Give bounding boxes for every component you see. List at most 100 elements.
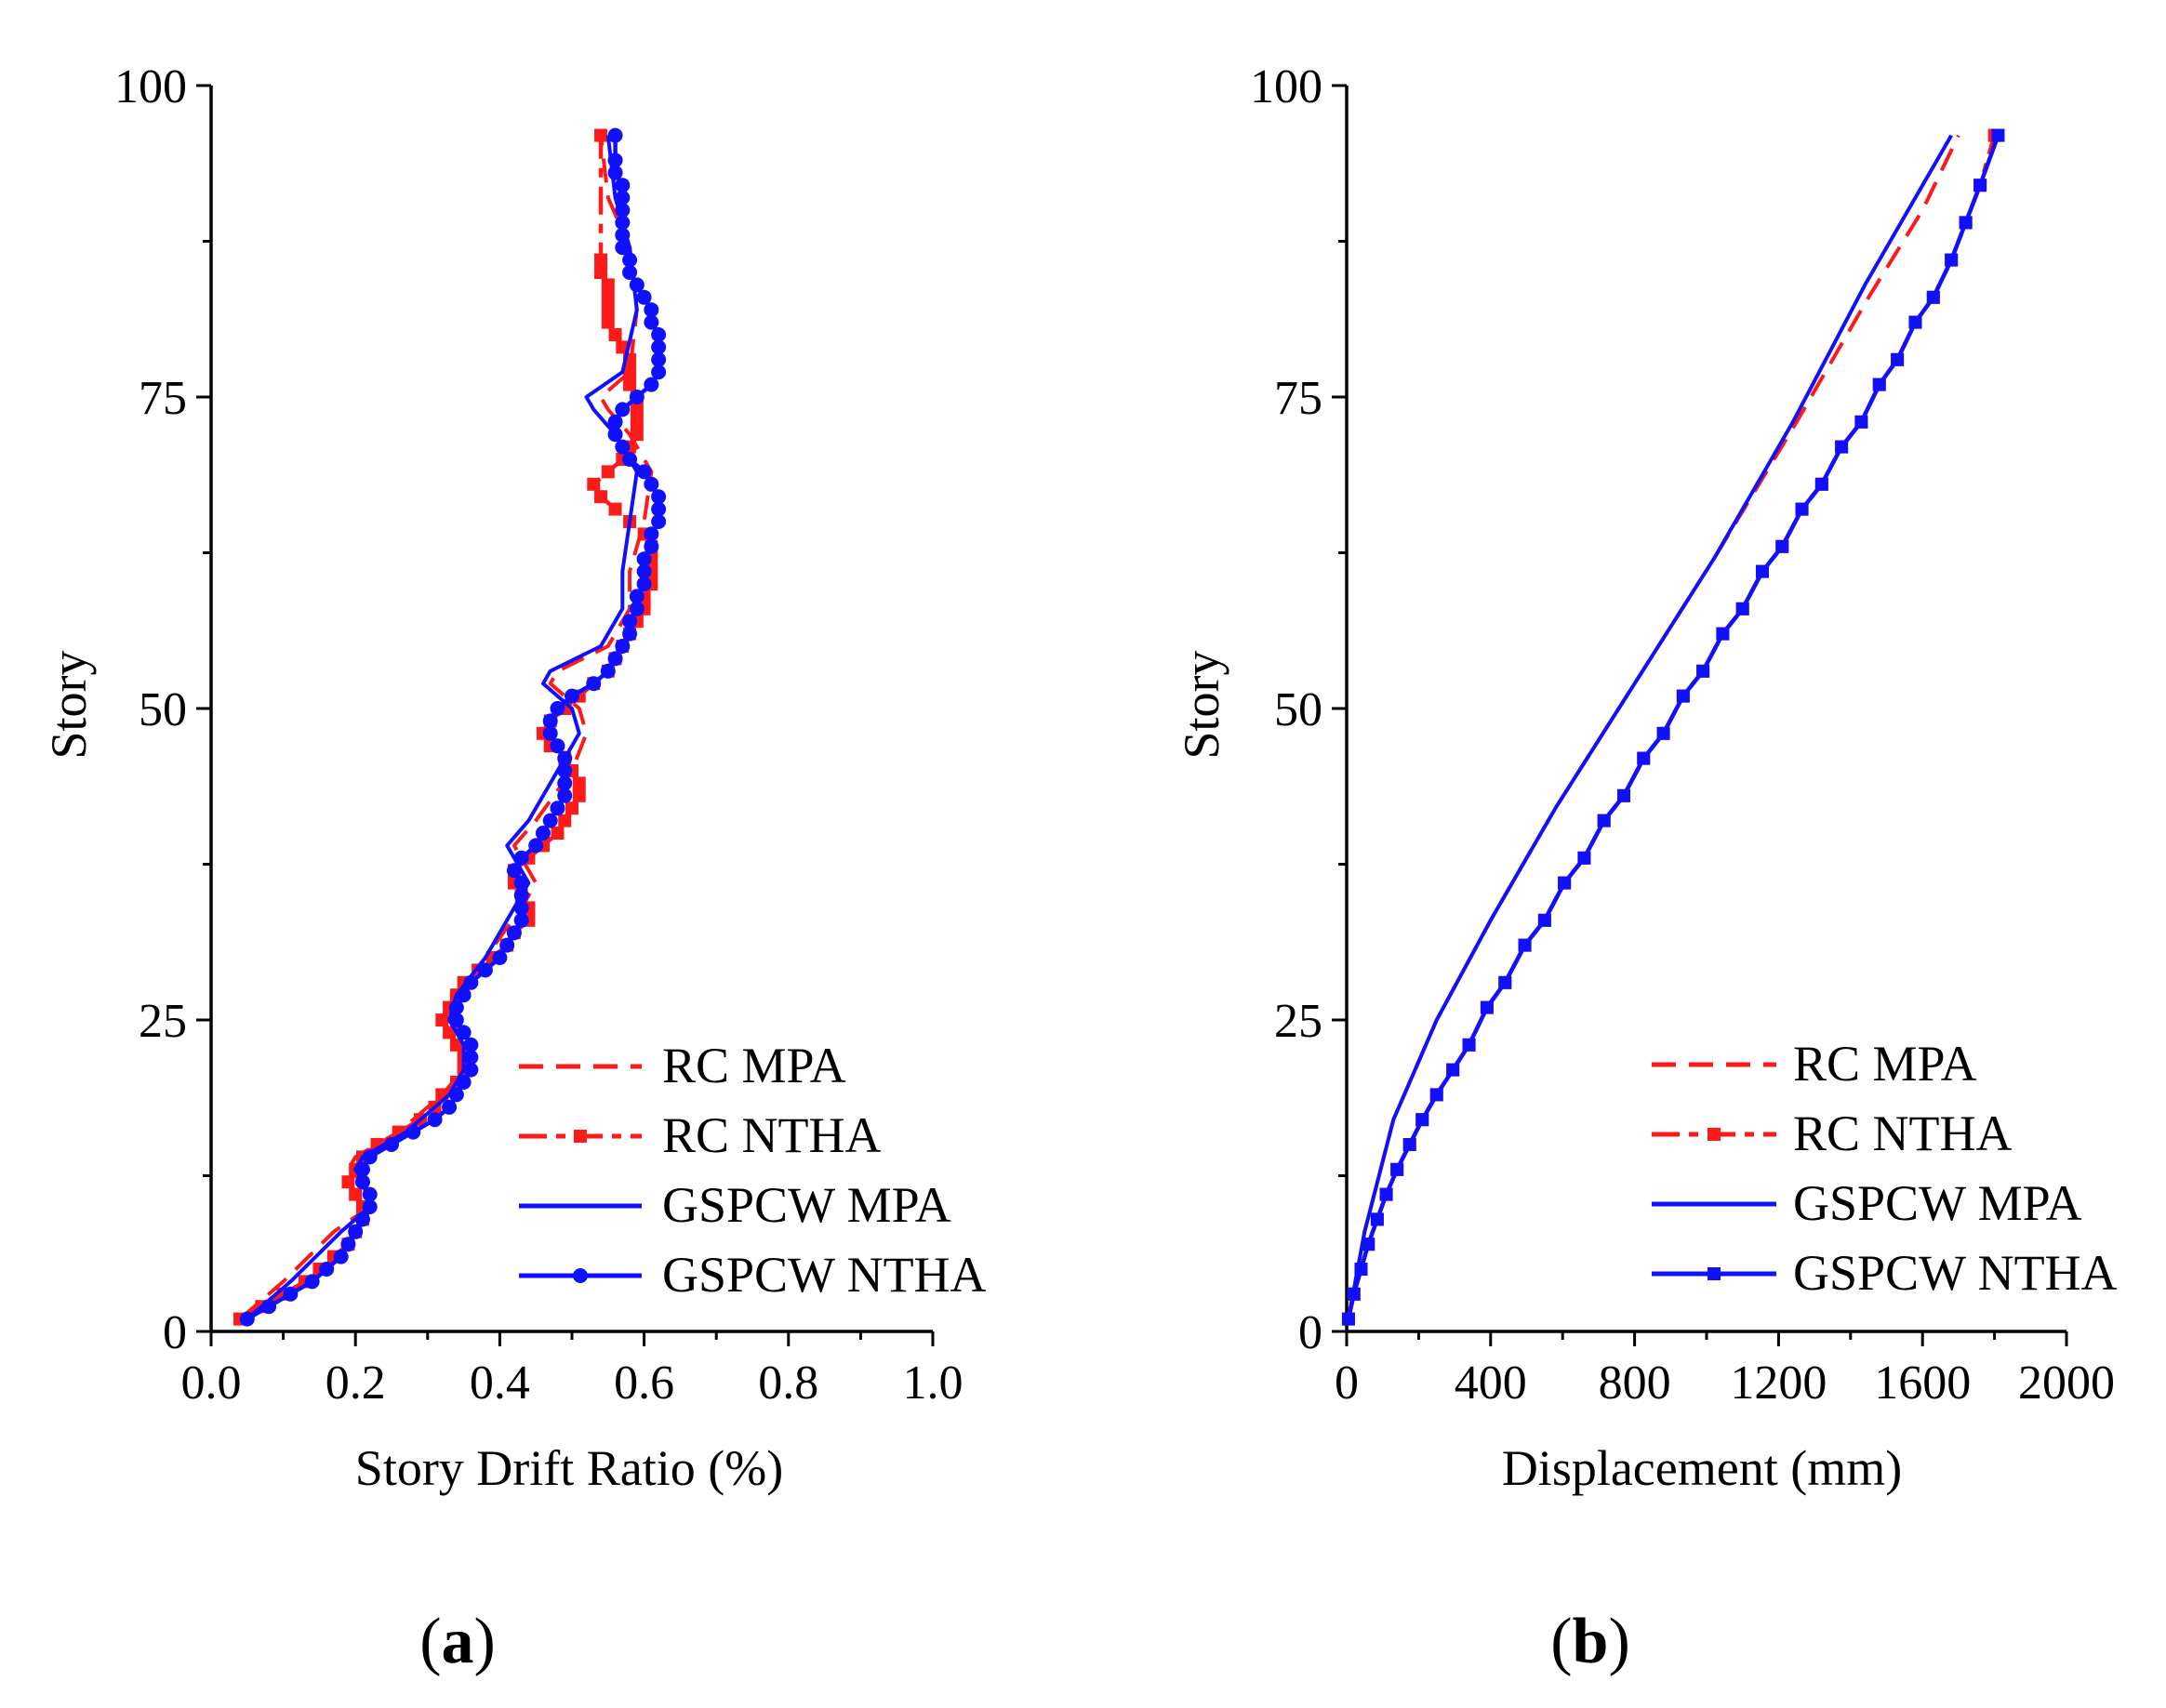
y-tick-label: 75 [139, 372, 187, 425]
legend-marker-rc-ntha [1708, 1128, 1721, 1141]
data-point-gspcw-ntha [636, 289, 652, 305]
data-point-gspcw-ntha [1480, 1000, 1494, 1014]
data-point-rc-ntha [435, 1013, 449, 1026]
x-tick-label: 2000 [2018, 1357, 2115, 1410]
data-point-gspcw-ntha [456, 987, 472, 1003]
data-point-gspcw-ntha [644, 538, 659, 554]
data-point-gspcw-ntha [1498, 975, 1512, 989]
data-point-gspcw-ntha [586, 676, 602, 692]
legend-label-gspcw-mpa: GSPCW MPA [1793, 1175, 2082, 1231]
data-point-gspcw-ntha [565, 688, 579, 704]
data-point-gspcw-ntha [513, 900, 529, 916]
data-point-gspcw-ntha [1637, 751, 1651, 765]
data-point-gspcw-ntha [607, 127, 623, 143]
series-line-rc-ntha [238, 135, 654, 1321]
data-point-gspcw-ntha [1959, 216, 1973, 230]
data-point-gspcw-ntha [1347, 1287, 1361, 1301]
data-point-gspcw-ntha [1835, 440, 1849, 454]
data-point-gspcw-ntha [1341, 1312, 1355, 1326]
data-point-gspcw-ntha [1558, 876, 1572, 890]
data-point-gspcw-ntha [1973, 179, 1987, 192]
data-point-gspcw-ntha [636, 576, 652, 591]
data-point-gspcw-ntha [550, 738, 565, 754]
data-point-gspcw-ntha [651, 327, 667, 342]
data-point-gspcw-ntha [1926, 290, 1940, 304]
data-point-gspcw-ntha [622, 265, 638, 280]
data-point-gspcw-ntha [362, 1186, 378, 1202]
data-point-gspcw-ntha [1854, 415, 1868, 429]
data-point-rc-ntha [572, 788, 586, 802]
data-point-gspcw-ntha [463, 1037, 479, 1053]
legend-b: RC MPA RC NTHA GSPCW MPA GSPCW NTHA [1652, 1036, 2118, 1301]
legend-label-rc-mpa: RC MPA [1793, 1036, 1977, 1092]
data-point-gspcw-ntha [384, 1137, 399, 1152]
y-tick-label: 0 [163, 1306, 187, 1359]
data-point-gspcw-ntha [1354, 1263, 1368, 1276]
y-tick-label: 100 [1250, 60, 1322, 113]
data-point-gspcw-ntha [499, 937, 515, 953]
data-point-rc-ntha [630, 428, 644, 442]
data-point-gspcw-ntha [1908, 315, 1922, 329]
data-point-gspcw-ntha [622, 452, 638, 467]
data-point-gspcw-ntha [1415, 1113, 1429, 1127]
data-point-gspcw-ntha [362, 1149, 378, 1165]
data-point-rc-ntha [601, 290, 615, 304]
data-point-gspcw-ntha [542, 725, 558, 741]
data-point-rc-ntha [594, 490, 608, 504]
data-point-rc-ntha [630, 415, 644, 429]
y-tick-label: 50 [139, 683, 187, 736]
data-point-gspcw-ntha [615, 178, 631, 193]
x-tick-label: 1200 [1730, 1357, 1827, 1410]
data-point-gspcw-ntha [615, 439, 631, 455]
data-point-gspcw-ntha [261, 1299, 277, 1315]
data-point-gspcw-ntha [463, 1062, 479, 1078]
data-point-gspcw-ntha [629, 277, 644, 293]
data-point-gspcw-ntha [542, 713, 558, 729]
data-point-rc-ntha [623, 365, 637, 379]
data-point-rc-ntha [608, 502, 622, 516]
data-point-gspcw-ntha [644, 526, 659, 542]
data-point-gspcw-ntha [513, 912, 529, 928]
data-point-gspcw-ntha [456, 1075, 472, 1090]
legend-marker-gspcw-ntha [573, 1268, 588, 1283]
data-point-rc-ntha [341, 1175, 355, 1189]
series-gspcw-ntha [1341, 128, 2005, 1326]
data-point-gspcw-ntha [333, 1249, 349, 1264]
plot-area-a: 0.0 0.2 0.4 0.6 0.8 1.0 0 25 50 75 100 [114, 60, 963, 1410]
x-tick-label: 400 [1455, 1357, 1527, 1410]
series-line-gspcw-ntha [246, 135, 661, 1321]
data-point-rc-ntha [594, 128, 608, 142]
x-tick-label: 0.4 [470, 1357, 530, 1410]
data-point-gspcw-ntha [1518, 938, 1532, 952]
data-point-gspcw-ntha [535, 826, 551, 841]
data-point-gspcw-ntha [1390, 1162, 1404, 1176]
data-point-gspcw-ntha [1735, 602, 1749, 616]
legend-label-gspcw-mpa: GSPCW MPA [662, 1177, 951, 1233]
data-point-gspcw-ntha [607, 152, 623, 168]
series-line-gspcw-mpa [1346, 134, 1953, 1319]
data-point-gspcw-ntha [354, 1161, 370, 1177]
data-point-gspcw-ntha [1446, 1063, 1460, 1077]
data-point-gspcw-ntha [1577, 851, 1591, 865]
data-point-gspcw-ntha [348, 1224, 364, 1239]
data-point-gspcw-ntha [477, 962, 493, 978]
data-point-gspcw-ntha [362, 1199, 378, 1214]
series-rc-ntha [233, 128, 658, 1326]
data-point-gspcw-ntha [1597, 814, 1611, 828]
data-point-gspcw-ntha [651, 489, 667, 505]
panel-label-b: (b) [1550, 1606, 1630, 1677]
data-point-gspcw-ntha [629, 390, 644, 404]
series-line-gspcw-ntha [1346, 134, 2000, 1320]
y-axis-label-b: Story [1174, 650, 1229, 759]
data-point-gspcw-ntha [1616, 788, 1630, 802]
data-point-gspcw-ntha [463, 974, 479, 990]
data-point-gspcw-ntha [550, 701, 565, 716]
x-tick-label: 0.2 [326, 1357, 386, 1410]
data-point-gspcw-ntha [528, 838, 544, 854]
data-point-gspcw-ntha [1379, 1187, 1393, 1201]
data-point-gspcw-ntha [644, 314, 659, 330]
data-point-gspcw-ntha [542, 813, 558, 828]
data-point-rc-ntha [349, 1187, 363, 1201]
data-point-rc-ntha [551, 827, 565, 840]
data-point-gspcw-ntha [463, 1050, 479, 1066]
